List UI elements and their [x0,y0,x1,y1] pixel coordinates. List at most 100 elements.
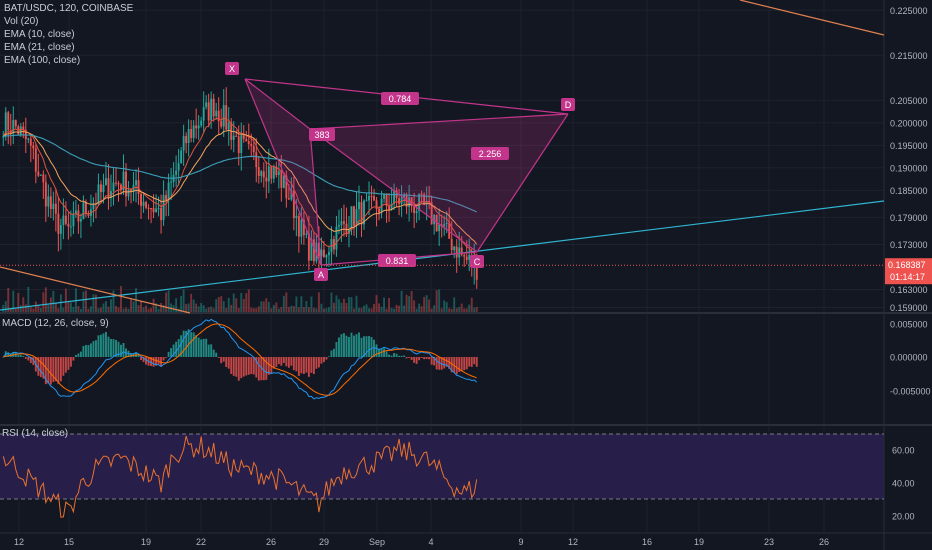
volume-bar [285,292,288,312]
volume-bar [137,305,140,312]
candle-body [460,247,463,255]
legend-vol[interactable]: Vol (20) [4,16,39,27]
time-tick-label: 23 [764,537,774,547]
candle-body [197,125,200,129]
macd-hist-bar [475,357,478,367]
candle-body [202,107,205,121]
volume-bar [167,290,170,312]
candle-body [307,233,310,261]
candle-body [120,184,122,190]
macd-hist-bar [363,336,365,357]
candle-body [403,195,406,198]
macd-hist-bar [438,357,441,370]
time-tick-label: 16 [642,537,652,547]
price-tick-label: 0.159000 [890,303,928,313]
candle-body [112,182,115,192]
candle-body [37,171,40,176]
macd-hist-bar [100,334,102,357]
time-tick-label: 22 [196,537,206,547]
legend-ema21[interactable]: EMA (21, close) [4,42,75,53]
volume-bar [383,297,386,312]
volume-bar [120,286,122,312]
volume-bar [435,290,438,312]
candle-body [187,129,190,144]
upper-trendline [739,0,885,36]
price-tick-label: 0.225000 [890,6,928,16]
time-tick-label: 19 [694,537,704,547]
macd-hist-bar [97,335,100,357]
macd-hist-bar [448,357,451,369]
macd-hist-bar [112,339,115,357]
macd-hist-bar [74,355,77,357]
candle-body [463,254,466,257]
macd-hist-bar [37,357,40,376]
macd-hist-bar [390,355,393,357]
volume-bar [240,292,243,312]
macd-hist-bar [197,337,200,357]
candle-body [247,141,250,144]
macd-hist-bar [297,357,300,376]
candle-body [378,208,380,213]
candle-body [297,215,300,237]
volume-bar [242,298,245,312]
legend-ema10[interactable]: EMA (10, close) [4,29,75,40]
candle-body [170,181,173,183]
volume-bar [37,305,40,312]
volume-bar [348,297,350,312]
macd-hist-bar [393,353,396,357]
macd-hist-bar [207,344,210,357]
candle-body [84,202,87,214]
volume-bar [465,308,468,312]
macd-hist-bar [57,357,60,384]
rsi-legend[interactable]: RSI (14, close) [2,428,69,439]
current-price-value: 0.168387 [888,260,926,270]
volume-bar [62,307,65,312]
volume-bar [277,308,280,312]
macd-hist-bar [227,357,230,369]
axes: 0.225000 0.215000 0.205000 0.200000 0.195000… [0,6,932,547]
candle-body [262,171,265,178]
macd-hist-bar [142,357,145,363]
ratio-ac-bg [378,254,416,267]
macd-line [2,318,478,400]
candle-body [455,246,458,258]
macd-hist-bar [312,357,315,375]
volume-bar [127,308,130,312]
legend-ema100[interactable]: EMA (100, close) [4,55,81,66]
volume-bar [327,307,330,312]
macd-hist-bar [295,357,298,372]
candle-body [275,166,278,176]
candle-body [320,249,323,257]
macd-hist-bar [157,357,160,365]
macd-hist-bar [19,355,22,357]
macd-hist-bar [84,345,87,357]
volume-bar [292,306,295,312]
volume-bar [155,303,158,312]
candle-body [47,196,50,207]
volume-bar [280,307,283,312]
candle-body [34,148,37,172]
volume-bar [49,297,52,312]
macd-hist-bar [287,357,290,368]
volume-bar [100,307,102,312]
candle-body [79,219,82,222]
macd-hist-bar [150,357,153,366]
candle-body [67,223,70,227]
signal-line [3,323,477,396]
macd-hist-bar [222,357,225,362]
pattern-leg [476,113,569,253]
candle-body [353,206,355,226]
macd-hist-bar [460,357,463,372]
pattern-point-c: C [474,257,481,267]
candle-body [57,213,60,234]
volume-bar [245,293,248,312]
candle-body [62,215,65,226]
volume-bar [14,308,17,312]
candle-body [185,136,188,144]
candles [2,87,478,289]
macd-hist-bar [340,334,343,357]
candle-body [373,196,375,201]
macd-hist-bar [32,357,35,366]
macd-legend[interactable]: MACD (12, 26, close, 9) [2,318,109,329]
